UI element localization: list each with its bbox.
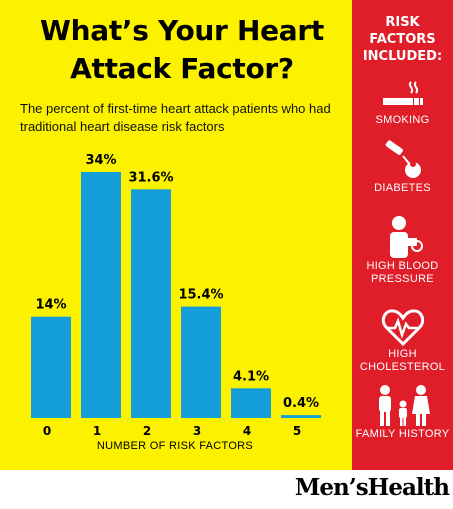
bar-1 bbox=[81, 172, 121, 418]
bar-0 bbox=[31, 316, 71, 418]
x-tick-label: 4 bbox=[243, 424, 251, 438]
x-tick-label: 0 bbox=[43, 424, 51, 438]
x-axis-label: NUMBER OF RISK FACTORS bbox=[96, 440, 254, 452]
x-tick-label: 2 bbox=[143, 424, 151, 438]
factor-label: FAMILY HISTORY bbox=[355, 428, 450, 440]
bar-5 bbox=[281, 415, 321, 418]
factor-high-cholesterol: HIGH CHOLESTEROL bbox=[352, 308, 453, 374]
factor-label: SMOKING bbox=[375, 114, 430, 126]
bar-value-label: 4.1% bbox=[233, 369, 269, 384]
factor-smoking: SMOKING bbox=[352, 78, 453, 127]
family-icon bbox=[378, 385, 430, 426]
bar-value-label: 31.6% bbox=[128, 170, 173, 185]
blood-pressure-icon bbox=[389, 216, 423, 258]
bar-value-label: 14% bbox=[35, 298, 66, 313]
chart-subtitle: The percent of first-time heart attack p… bbox=[20, 101, 331, 134]
factor-high-blood-pressure: HIGH BLOOD PRESSURE bbox=[352, 214, 453, 286]
factor-label: DIABETES bbox=[374, 182, 431, 194]
bar-4 bbox=[231, 388, 271, 418]
x-tick-label: 3 bbox=[193, 424, 201, 438]
sidebar-title: RISK FACTORS INCLUDED: bbox=[362, 15, 443, 64]
page-title: What’s Your Heart Attack Factor? bbox=[40, 14, 324, 85]
factor-family-history: FAMILY HISTORY bbox=[352, 384, 453, 441]
cigarette-icon bbox=[382, 81, 423, 105]
bar-value-label: 34% bbox=[85, 153, 116, 168]
factor-label: HIGH BLOOD PRESSURE bbox=[366, 260, 439, 285]
footer bbox=[0, 470, 453, 509]
bar-value-label: 15.4% bbox=[178, 288, 223, 303]
bar-2 bbox=[131, 189, 171, 418]
bar-3 bbox=[181, 306, 221, 418]
factor-label: HIGH CHOLESTEROL bbox=[359, 348, 446, 373]
bar-chart: 14% 0 34% 1 31.6% 2 15.4% 3 4.1% 4 0.4% 5 bbox=[31, 153, 321, 438]
x-tick-label: 1 bbox=[93, 424, 101, 438]
x-tick-label: 5 bbox=[293, 424, 301, 438]
factor-diabetes: DIABETES bbox=[352, 140, 453, 195]
glucose-test-icon bbox=[385, 140, 421, 178]
heartbeat-icon bbox=[381, 309, 424, 347]
mens-health-logo: Men’sHealth bbox=[294, 474, 450, 501]
bar-value-label: 0.4% bbox=[283, 396, 319, 411]
